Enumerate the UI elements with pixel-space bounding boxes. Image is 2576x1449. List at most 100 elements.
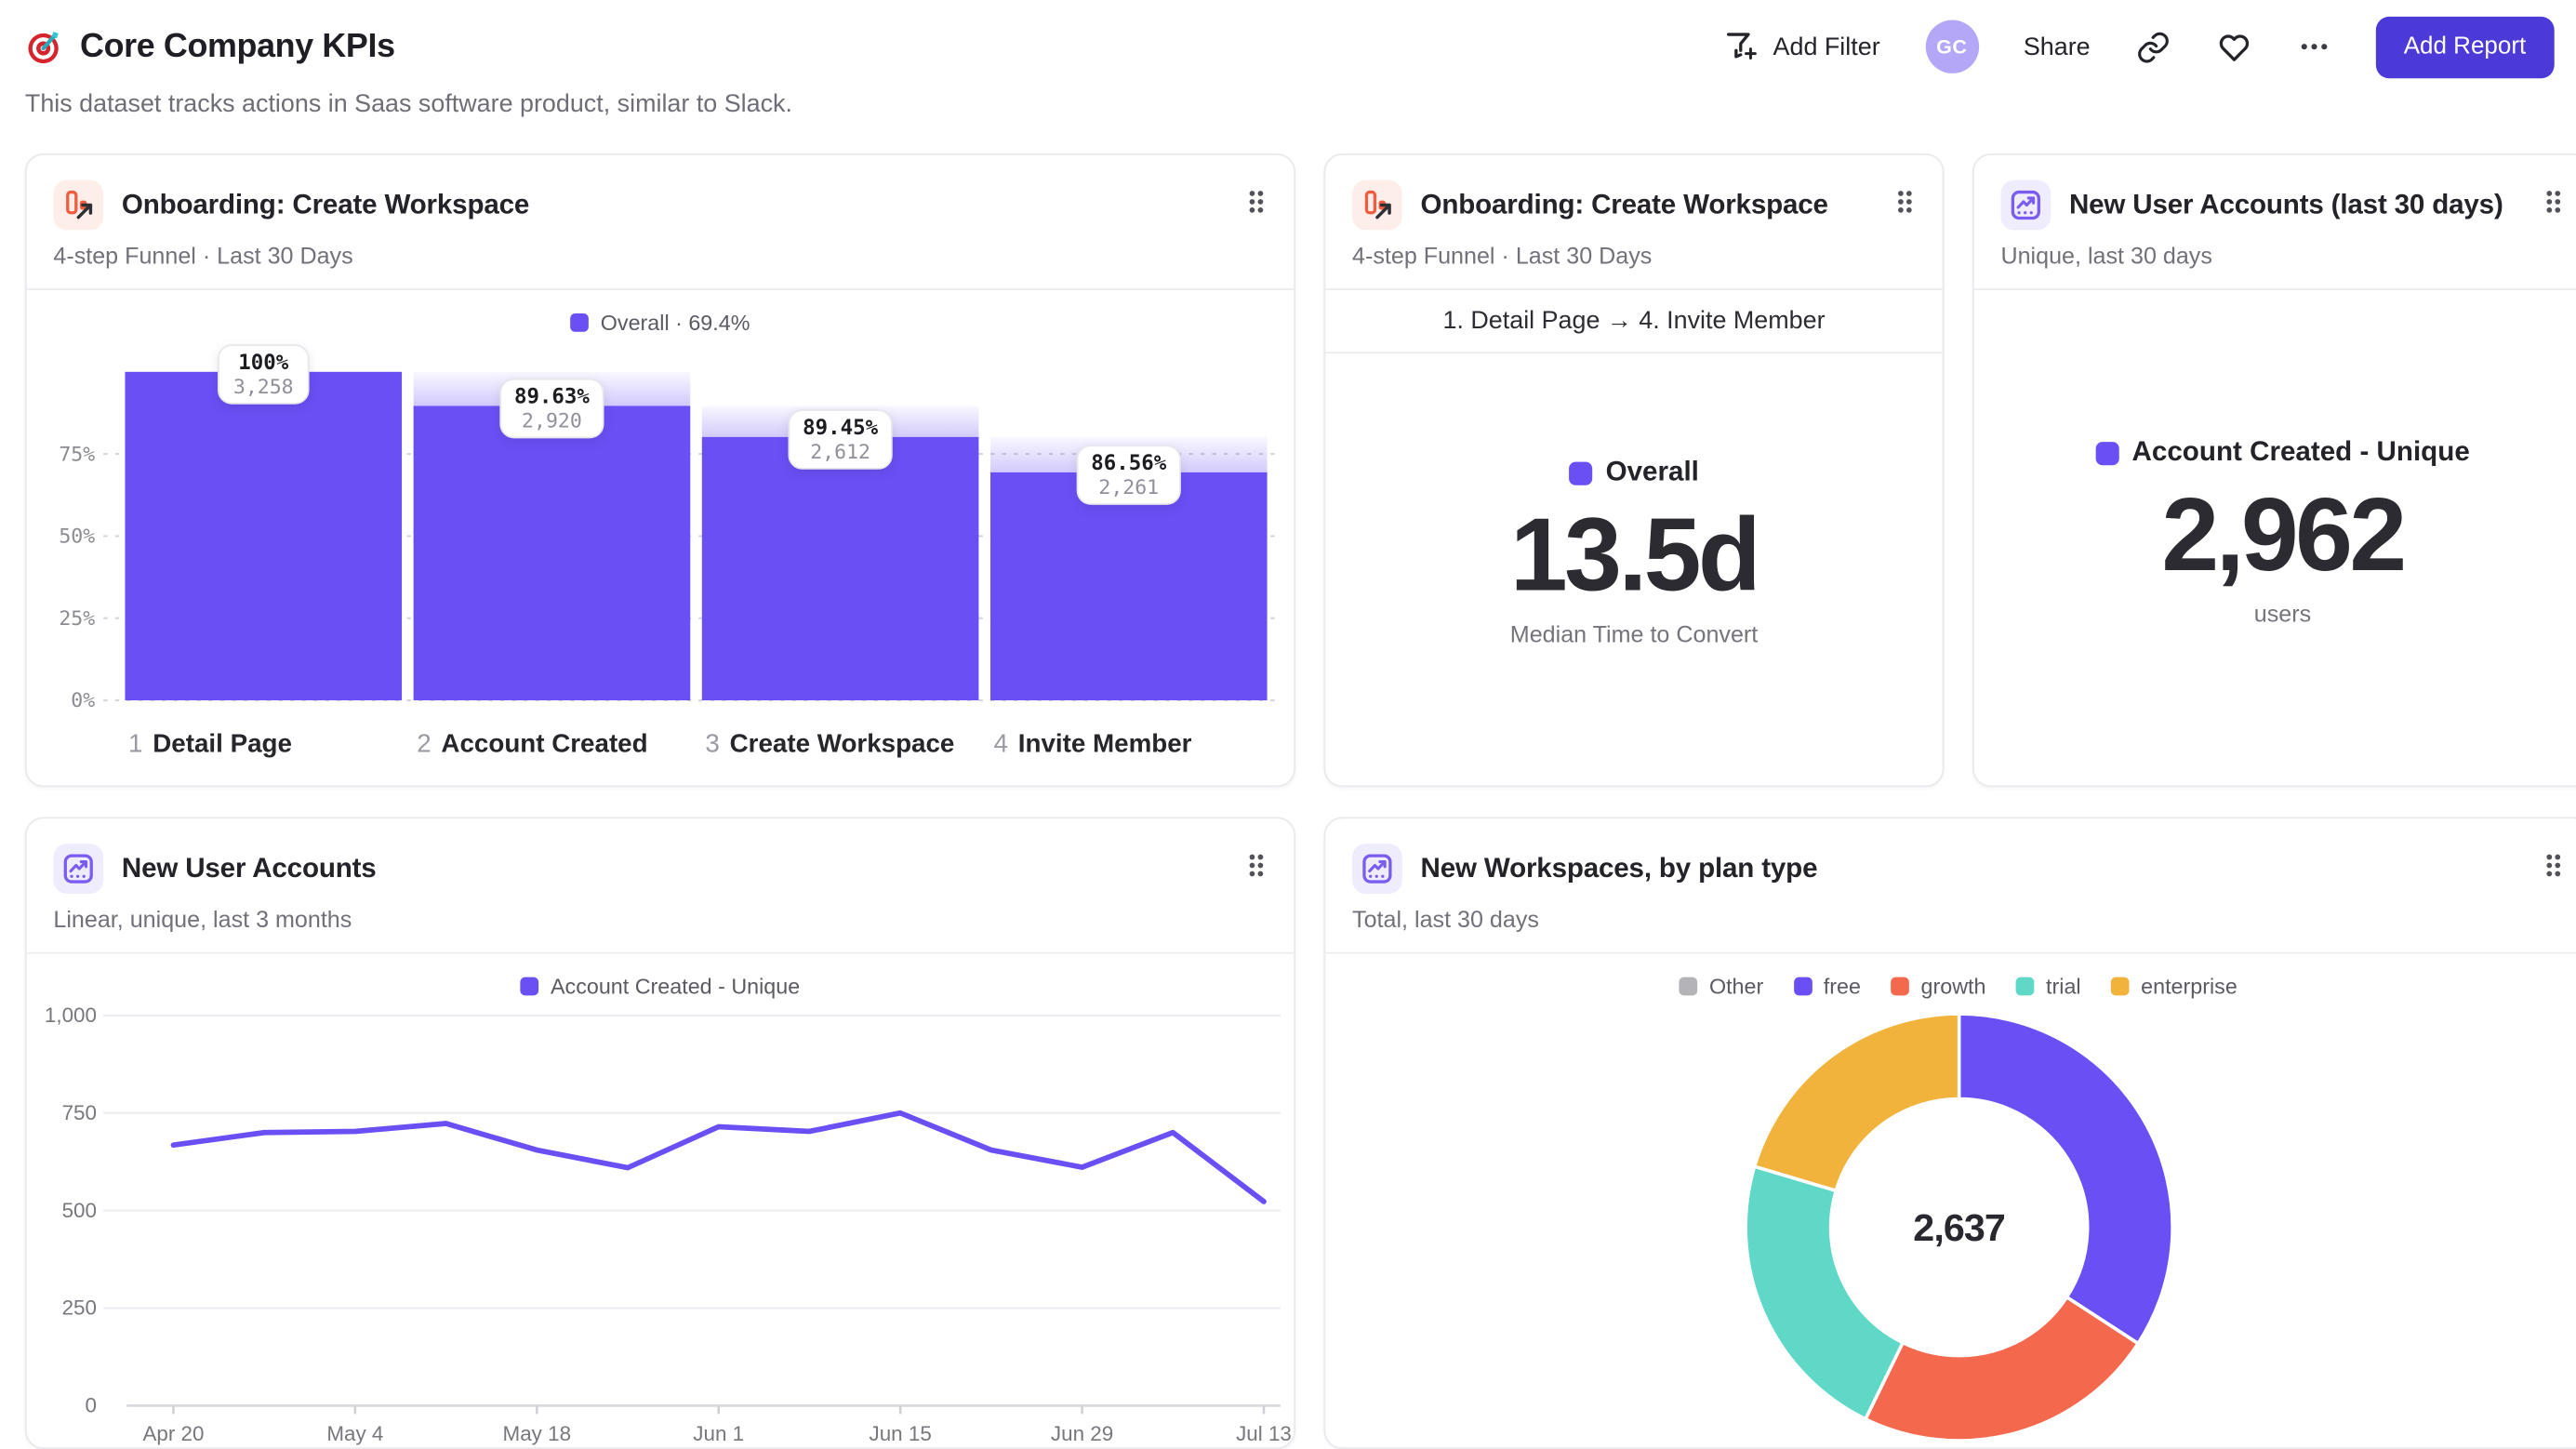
legend-label: Other	[1708, 974, 1764, 999]
legend-item[interactable]: growth	[1891, 974, 1985, 999]
divider	[1325, 951, 2576, 954]
metric-legend: Overall	[1569, 457, 1699, 488]
legend-label: trial	[2046, 974, 2081, 999]
card-subtitle: Unique, last 30 days	[2000, 241, 2212, 269]
legend-label: free	[1823, 974, 1861, 999]
svg-text:25%: 25%	[59, 607, 95, 631]
insights-report-icon	[1352, 844, 1402, 894]
card-new-user-accounts-trend[interactable]: New User Accounts Linear, unique, last 3…	[24, 817, 1296, 1449]
legend-chip	[2095, 441, 2119, 465]
funnel-legend: Overall · 69.4%	[27, 310, 1295, 335]
svg-text:1,000: 1,000	[45, 1004, 97, 1027]
copy-link-icon[interactable]	[2135, 29, 2171, 64]
metric-caption: Median Time to Convert	[1509, 620, 1759, 647]
legend-label: Overall · 69.4%	[600, 310, 750, 336]
funnel-report-icon	[53, 179, 104, 231]
legend-chip	[1569, 460, 1593, 485]
favorite-heart-icon[interactable]	[2215, 28, 2251, 64]
svg-text:750: 750	[62, 1101, 97, 1124]
line-chart-svg: 0 250 500 750 1,000 Apr 20 May 4 May 18 Jun 1 Jun…	[45, 1004, 1292, 1445]
svg-text:Jun 29: Jun 29	[1051, 1422, 1113, 1445]
legend-chip	[1793, 977, 1812, 996]
donut-slice-enterprise[interactable]	[1751, 1012, 1960, 1193]
donut-slice-trial[interactable]	[1743, 1164, 1905, 1421]
card-subtitle: 4-step Funnel · Last 30 Days	[1352, 241, 1653, 269]
svg-text:2,920: 2,920	[522, 410, 582, 433]
svg-text:3,258: 3,258	[233, 376, 294, 399]
legend-chip	[2015, 977, 2035, 996]
drag-handle-icon[interactable]	[2543, 851, 2564, 886]
svg-text:Apr 20: Apr 20	[142, 1422, 204, 1445]
add-filter-button[interactable]: Add Filter	[1723, 28, 1880, 64]
donut-center-value: 2,637	[1912, 1206, 2004, 1249]
avatar[interactable]: GC	[1925, 20, 1979, 73]
drag-handle-icon[interactable]	[1245, 188, 1267, 223]
legend-label: growth	[1920, 974, 1986, 999]
card-title: Onboarding: Create Workspace	[1420, 189, 1828, 219]
funnel-range-label: 1. Detail Page → 4. Invite Member	[1325, 290, 1943, 354]
donut-slice-free[interactable]	[1956, 1012, 2174, 1346]
svg-text:May 18: May 18	[503, 1422, 571, 1445]
card-new-user-accounts-30d[interactable]: New User Accounts (last 30 days) Unique,…	[1972, 153, 2576, 788]
svg-text:2,261: 2,261	[1098, 476, 1159, 499]
page-subtitle: This dataset tracks actions in Saas soft…	[24, 89, 792, 119]
drag-handle-icon[interactable]	[1245, 851, 1267, 886]
insights-report-icon	[53, 844, 104, 894]
svg-text:100%: 100%	[238, 351, 288, 375]
legend-label: Account Created - Unique	[2131, 436, 2470, 468]
share-button[interactable]: Share	[2024, 33, 2091, 60]
svg-text:0%: 0%	[71, 689, 95, 712]
line-chart[interactable]: 0 250 500 750 1,000 Apr 20 May 4 May 18 Jun 1 Jun…	[27, 999, 1295, 1447]
legend-chip	[1679, 977, 1698, 996]
card-workspaces-by-plan[interactable]: New Workspaces, by plan type Total, last…	[1323, 817, 2576, 1449]
legend-item[interactable]: trial	[2015, 974, 2081, 999]
legend-chip	[520, 977, 539, 996]
metric-caption: users	[2253, 600, 2312, 628]
svg-text:May 4: May 4	[326, 1422, 383, 1445]
drag-handle-icon[interactable]	[2543, 188, 2564, 223]
add-filter-label: Add Filter	[1773, 32, 1880, 61]
svg-text:89.63%: 89.63%	[514, 385, 590, 409]
svg-text:0: 0	[86, 1394, 97, 1417]
svg-text:86.56%: 86.56%	[1091, 451, 1166, 475]
page-header: Core Company KPIs This dataset tracks ac…	[0, 0, 2576, 147]
svg-text:2,612: 2,612	[810, 441, 870, 464]
metric-value: 2,962	[2161, 478, 2407, 594]
donut-chart[interactable]: 2,637	[1325, 1009, 2576, 1446]
svg-text:Jun 1: Jun 1	[693, 1422, 744, 1445]
legend-item[interactable]: Other	[1679, 974, 1764, 999]
legend-chip	[570, 313, 590, 332]
svg-text:89.45%: 89.45%	[803, 416, 878, 440]
legend-item[interactable]: enterprise	[2110, 974, 2237, 999]
svg-text:250: 250	[62, 1296, 97, 1320]
legend-chip	[2110, 977, 2130, 996]
card-title: New Workspaces, by plan type	[1420, 853, 1818, 884]
funnel-chart[interactable]: 75% 50% 25% 0% 100% 3,258 89.63% 2,920 89.45% 2,6…	[27, 335, 1295, 785]
legend-item[interactable]: free	[1793, 974, 1861, 999]
card-title: Onboarding: Create Workspace	[121, 189, 530, 219]
filter-plus-icon	[1723, 28, 1759, 64]
svg-text:500: 500	[62, 1199, 97, 1222]
card-onboarding-funnel[interactable]: Onboarding: Create Workspace 4-step Funn…	[24, 153, 1296, 788]
funnel-report-icon	[1352, 179, 1402, 231]
drag-handle-icon[interactable]	[1894, 188, 1916, 223]
svg-text:50%: 50%	[59, 525, 95, 549]
card-subtitle: 4-step Funnel · Last 30 Days	[53, 241, 353, 269]
card-subtitle: Linear, unique, last 3 months	[53, 905, 352, 933]
metric-value: 13.5d	[1509, 499, 1761, 614]
share-label: Share	[2023, 32, 2091, 61]
insights-report-icon	[2000, 179, 2052, 231]
card-time-to-convert[interactable]: Onboarding: Create Workspace 4-step Funn…	[1323, 153, 1945, 788]
legend-label: enterprise	[2141, 974, 2237, 999]
svg-text:Jul 13: Jul 13	[1236, 1422, 1292, 1445]
divider	[26, 951, 1295, 954]
svg-text:Jun 15: Jun 15	[870, 1422, 932, 1445]
more-options-icon[interactable]	[2297, 30, 2330, 63]
donut-slice-growth[interactable]	[1863, 1295, 2139, 1442]
add-report-button[interactable]: Add Report	[2375, 16, 2555, 78]
funnel-chart-svg: 75% 50% 25% 0% 100%3,258 89.63%2,920 89.45%2,6…	[59, 344, 1281, 758]
